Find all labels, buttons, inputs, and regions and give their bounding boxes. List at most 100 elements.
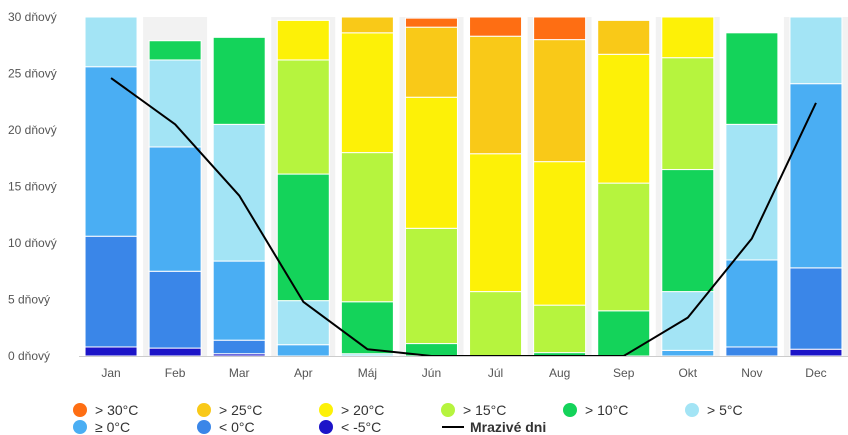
legend: > 30°C > 25°C > 20°C > 15°C > 10°C > 5°C ≥ 0°C… <box>73 402 743 435</box>
bar-segment[interactable] <box>789 83 843 269</box>
bar-segment[interactable] <box>469 153 523 293</box>
bar-segment[interactable] <box>661 16 715 59</box>
y-tick-label: 15 dňový <box>8 180 57 194</box>
legend-label: < -5°C <box>341 419 381 435</box>
bar-segment[interactable] <box>789 267 843 350</box>
legend-item[interactable]: > 20°C <box>319 402 384 418</box>
legend-label: > 15°C <box>463 402 506 418</box>
bar-segment[interactable] <box>340 32 394 154</box>
bar-segment[interactable] <box>404 26 458 98</box>
legend-dot-marker <box>441 403 455 417</box>
bar-segment[interactable] <box>276 19 330 61</box>
x-tick-label: Mar <box>229 366 250 380</box>
bar-segment[interactable] <box>404 227 458 345</box>
x-tick-label: Okt <box>678 366 697 380</box>
bar-segment[interactable] <box>597 310 651 357</box>
bar-segment[interactable] <box>84 346 138 357</box>
bar-segment[interactable] <box>276 300 330 346</box>
legend-label: > 25°C <box>219 402 262 418</box>
y-tick-label: 30 dňový <box>8 10 57 24</box>
legend-item[interactable]: > 10°C <box>563 402 628 418</box>
x-tick-label: Máj <box>358 366 377 380</box>
bar-segment[interactable] <box>661 169 715 293</box>
bar-segment[interactable] <box>340 152 394 303</box>
bar-segment[interactable] <box>276 173 330 302</box>
bar-segment[interactable] <box>469 291 523 357</box>
legend-label: Mrazivé dni <box>470 419 546 435</box>
legend-item[interactable]: > 25°C <box>197 402 262 418</box>
bar-segment[interactable] <box>469 16 523 37</box>
bar-segment[interactable] <box>533 161 587 306</box>
legend-dot-marker <box>73 420 87 434</box>
bar-segment[interactable] <box>661 291 715 351</box>
legend-dot-marker <box>197 420 211 434</box>
legend-item[interactable]: > 5°C <box>685 402 743 418</box>
bar-segment[interactable] <box>148 59 202 148</box>
bar-segment[interactable] <box>661 349 715 357</box>
bar-segment[interactable] <box>789 16 843 85</box>
x-tick-label: Nov <box>741 366 762 380</box>
bar-segment[interactable] <box>661 57 715 171</box>
legend-dot-marker <box>563 403 577 417</box>
bar-segment[interactable] <box>148 270 202 349</box>
bar-segment[interactable] <box>276 344 330 357</box>
x-tick-label: Jún <box>422 366 441 380</box>
bar-segment[interactable] <box>725 259 779 348</box>
bar-segment[interactable] <box>212 123 266 262</box>
bar-segment[interactable] <box>597 182 651 312</box>
bar-segment[interactable] <box>148 40 202 61</box>
bar-segment[interactable] <box>789 348 843 357</box>
legend-label: > 10°C <box>585 402 628 418</box>
legend-dot-marker <box>197 403 211 417</box>
legend-label: > 20°C <box>341 402 384 418</box>
legend-dot-marker <box>73 403 87 417</box>
legend-item[interactable]: ≥ 0°C <box>73 419 130 435</box>
bar-segment[interactable] <box>276 59 330 175</box>
legend-item[interactable]: > 30°C <box>73 402 138 418</box>
legend-dot-marker <box>685 403 699 417</box>
bar-segment[interactable] <box>533 16 587 41</box>
bar-segment[interactable] <box>148 146 202 272</box>
bar-segment[interactable] <box>212 36 266 125</box>
bar-segment[interactable] <box>533 39 587 163</box>
legend-dot-marker <box>319 420 333 434</box>
x-tick-label: Feb <box>165 366 186 380</box>
legend-item[interactable]: < 0°C <box>197 419 255 435</box>
bar-segment[interactable] <box>340 16 394 34</box>
bar-segment[interactable] <box>533 304 587 354</box>
x-tick-label: Dec <box>805 366 826 380</box>
bar-segment[interactable] <box>404 17 458 28</box>
y-tick-label: 0 dňový <box>8 349 50 363</box>
bar-segment[interactable] <box>725 346 779 357</box>
y-tick-label: 10 dňový <box>8 236 57 250</box>
legend-item[interactable]: < -5°C <box>319 419 381 435</box>
legend-label: > 5°C <box>707 402 743 418</box>
bar-segment[interactable] <box>597 19 651 55</box>
y-tick-label: 5 dňový <box>8 293 50 307</box>
bar-segment[interactable] <box>404 96 458 229</box>
x-tick-label: Sep <box>613 366 635 380</box>
legend-label: < 0°C <box>219 419 255 435</box>
bar-segment[interactable] <box>84 16 138 68</box>
y-tick-label: 25 dňový <box>8 67 57 81</box>
x-axis: Jan Feb Mar Apr Máj Jún Júl Aug Sep Okt Nov Dec <box>79 356 848 380</box>
legend-label: > 30°C <box>95 402 138 418</box>
bar-segment[interactable] <box>148 347 202 357</box>
bar-segment[interactable] <box>597 53 651 184</box>
bar-segment[interactable] <box>469 35 523 155</box>
x-tick-label: Jan <box>101 366 120 380</box>
bar-segment[interactable] <box>84 235 138 348</box>
bar-segment[interactable] <box>212 260 266 341</box>
legend-item[interactable]: > 15°C <box>441 402 506 418</box>
bar-segment[interactable] <box>340 301 394 355</box>
legend-item[interactable]: Mrazivé dni <box>442 419 546 435</box>
bar-segment[interactable] <box>725 32 779 125</box>
stacked-bars <box>84 16 843 357</box>
bar-segment[interactable] <box>212 339 266 355</box>
y-tick-label: 20 dňový <box>8 123 57 137</box>
legend-dot-marker <box>319 403 333 417</box>
x-tick-label: Júl <box>488 366 503 380</box>
legend-label: ≥ 0°C <box>95 419 130 435</box>
x-tick-label: Apr <box>294 366 313 380</box>
